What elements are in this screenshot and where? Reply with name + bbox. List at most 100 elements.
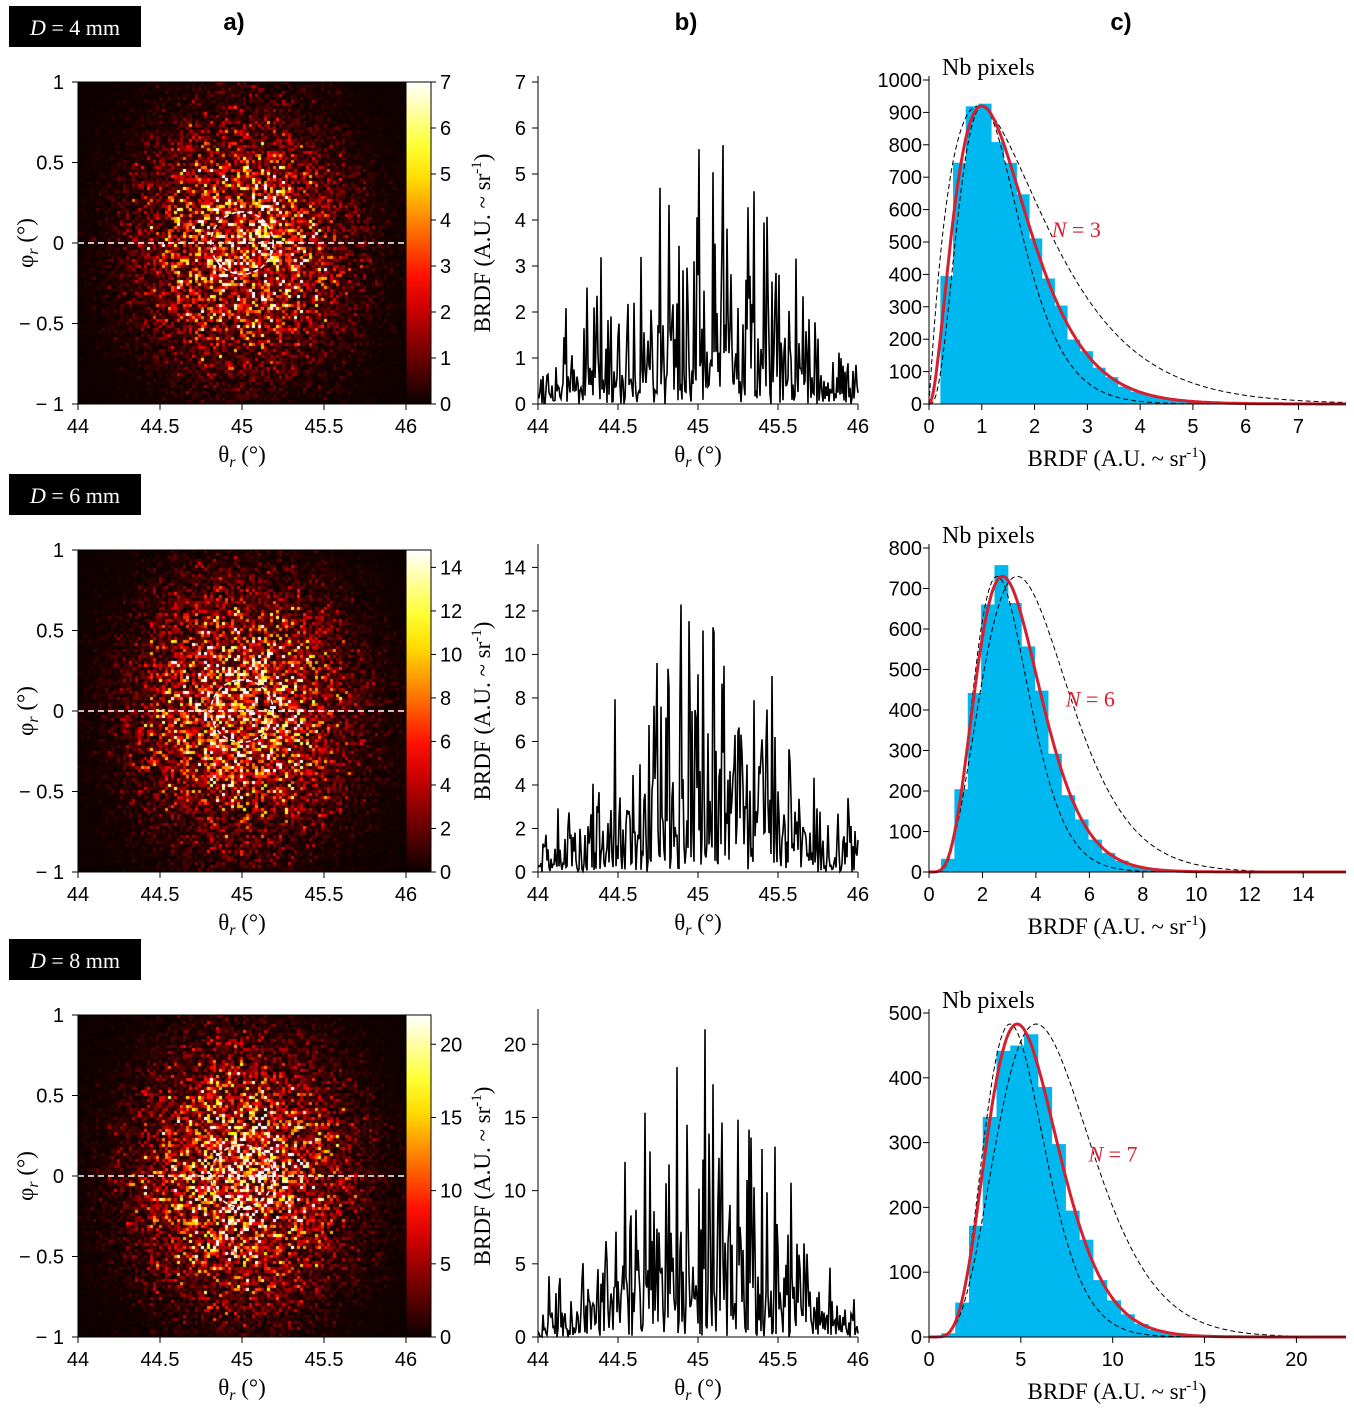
- histogram-bar: [941, 1333, 956, 1337]
- heatmap-xtick-label: 45.5: [305, 1349, 344, 1371]
- histogram-bar: [1155, 397, 1169, 404]
- histogram-ytick-label: 600: [889, 619, 922, 641]
- tag-var: D: [29, 483, 46, 508]
- xlabel-subscript: r: [229, 454, 236, 471]
- profile-xtick-label: 44: [527, 884, 549, 906]
- heatmap-xlabel: θr (°): [218, 1375, 266, 1404]
- histogram-bar: [1161, 1333, 1177, 1337]
- histogram-xtick-label: 10: [1102, 1349, 1124, 1371]
- xlabel-subscript: r: [685, 454, 692, 471]
- histogram-bar: [1106, 1300, 1122, 1337]
- profile-ytick-label: 7: [515, 72, 526, 94]
- colorbar-tick-label: 0: [440, 394, 451, 416]
- ylabel-superscript: -1: [469, 629, 485, 642]
- colorbar-tick-label: 10: [440, 644, 462, 666]
- heatmap-ytick-label: − 1: [36, 862, 64, 884]
- histogram-xtick-label: 20: [1285, 1349, 1307, 1371]
- histogram-ytick-label: 700: [889, 579, 922, 601]
- profile-ytick-label: 0: [515, 1327, 526, 1349]
- profile-ytick-label: 4: [515, 775, 526, 797]
- heatmap-xtick-label: 44.5: [141, 416, 180, 438]
- histogram-bar: [1054, 305, 1068, 404]
- histogram-ytick-label: 0: [911, 1327, 922, 1349]
- xlabel-symbol: θ: [674, 910, 685, 935]
- histogram-bar: [1041, 278, 1055, 404]
- colorbar-tick-label: 7: [440, 72, 451, 94]
- xlabel-close: ): [1199, 1379, 1207, 1404]
- histogram-bar: [982, 1116, 998, 1337]
- xlabel-subscript: r: [685, 922, 692, 939]
- histogram-bar: [1065, 1210, 1080, 1337]
- N-label-rest: = 7: [1103, 1142, 1137, 1167]
- profile-ytick-label: 6: [515, 118, 526, 140]
- histogram-xtick-label: 4: [1135, 416, 1146, 438]
- colorbar-tick-label: 4: [440, 775, 451, 797]
- heatmap-xtick-label: 45.5: [305, 416, 344, 438]
- histogram-title: Nb pixels: [942, 523, 1035, 549]
- xlabel-close: ): [1199, 914, 1207, 939]
- ylabel-rest: (°): [13, 1151, 38, 1181]
- N-label-rest: = 3: [1066, 217, 1100, 242]
- xlabel-symbol: θ: [218, 910, 229, 935]
- profile-ytick-label: 8: [515, 688, 526, 710]
- colorbar-tick-label: 5: [440, 1254, 451, 1276]
- histogram-xtick-label: 0: [923, 884, 934, 906]
- histogram-bar: [1024, 1034, 1039, 1337]
- panel-letter-c: c): [1110, 9, 1131, 36]
- histogram-bar: [1029, 238, 1043, 404]
- histogram-bar: [991, 142, 1005, 404]
- histogram-bar: [1128, 865, 1143, 872]
- histogram-ytick-label: 700: [889, 167, 922, 189]
- histogram-xtick-label: 4: [1030, 884, 1041, 906]
- histogram-ytick-label: 300: [889, 1133, 922, 1155]
- histogram-bar: [1003, 162, 1017, 404]
- histogram-xtick-label: 0: [923, 1349, 934, 1371]
- histogram-bar: [1141, 868, 1156, 872]
- N-label-var: N: [1087, 1142, 1104, 1167]
- ylabel-superscript: -1: [469, 161, 485, 174]
- histogram-ytick-label: 300: [889, 741, 922, 763]
- xlabel-rest: (°): [691, 910, 721, 935]
- colorbar-tick-label: 6: [440, 731, 451, 753]
- profile-ytick-label: 4: [515, 210, 526, 232]
- xlabel-subscript: r: [229, 1387, 236, 1404]
- profile-xlabel: θr (°): [674, 1375, 722, 1404]
- colorbar: [405, 549, 432, 873]
- colorbar-tick-label: 6: [440, 118, 451, 140]
- xlabel-superscript: -1: [1186, 1378, 1199, 1394]
- histogram-ytick-label: 100: [889, 1262, 922, 1284]
- fit-curve-lower-N: [929, 1023, 1347, 1338]
- xlabel-symbol: θ: [218, 1375, 229, 1400]
- histogram-ytick-label: 1000: [878, 70, 923, 92]
- histogram-bar: [1092, 367, 1106, 404]
- profile-xlabel: θr (°): [674, 910, 722, 939]
- histogram-ytick-label: 900: [889, 102, 922, 124]
- heatmap-xtick-label: 46: [395, 416, 417, 438]
- histogram-ytick-label: 500: [889, 232, 922, 254]
- profile-ytick-label: 10: [504, 644, 526, 666]
- histogram-bar: [1074, 819, 1089, 872]
- histogram-bar: [941, 858, 955, 872]
- tag-box: [9, 474, 141, 515]
- histogram-bar: [1021, 646, 1036, 872]
- histogram-xtick-label: 1: [976, 416, 987, 438]
- ylabel-text: BRDF (A.U. ~ sr: [470, 641, 495, 800]
- ylabel-close: ): [470, 154, 495, 162]
- histogram-bar: [965, 106, 979, 404]
- profile-ytick-label: 0: [515, 394, 526, 416]
- profile-xtick-label: 44: [527, 1349, 549, 1371]
- histogram-bar: [1047, 753, 1062, 872]
- heatmap-xlabel: θr (°): [218, 442, 266, 471]
- histogram-ytick-label: 0: [911, 862, 922, 884]
- histogram-ytick-label: 400: [889, 700, 922, 722]
- profile-xtick-label: 46: [847, 884, 869, 906]
- histogram-xtick-label: 7: [1293, 416, 1304, 438]
- xlabel-subscript: r: [229, 922, 236, 939]
- histogram-xtick-label: 2: [977, 884, 988, 906]
- tag-box: [9, 939, 141, 980]
- heatmap-ytick-label: 0.5: [36, 621, 64, 643]
- histogram-bar: [1016, 194, 1030, 404]
- colorbar-tick-label: 3: [440, 256, 451, 278]
- histogram-ytick-label: 400: [889, 1068, 922, 1090]
